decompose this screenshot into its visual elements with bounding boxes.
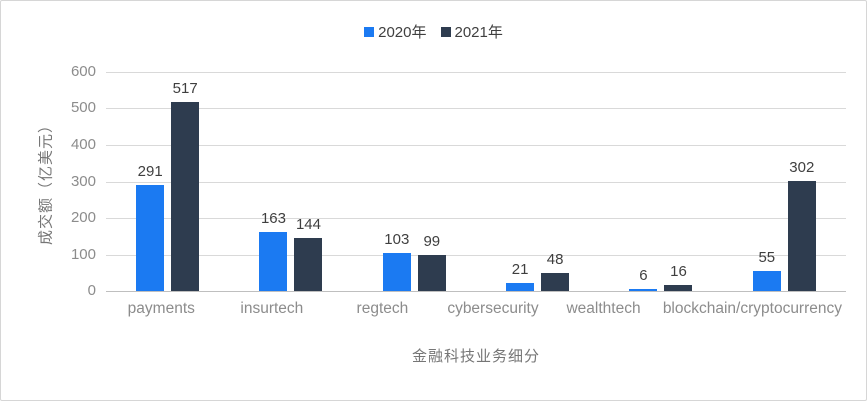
gridline bbox=[106, 217, 846, 219]
bar-value-label: 21 bbox=[511, 261, 529, 279]
bar-value-label: 517 bbox=[172, 80, 198, 98]
x-axis-title: 金融科技业务细分 bbox=[411, 348, 540, 365]
category-label: insurtech bbox=[240, 300, 304, 317]
legend-swatch-icon bbox=[440, 26, 451, 37]
bar-2020年: 55 bbox=[752, 249, 781, 291]
legend-item: 2020年 bbox=[364, 21, 427, 42]
category-label: payments bbox=[127, 300, 195, 317]
category-label: cybersecurity bbox=[447, 300, 539, 317]
bar-group: 103 99 bbox=[353, 72, 476, 291]
bar-group: 291 517 bbox=[106, 72, 229, 291]
bar-2021年: 144 bbox=[294, 216, 323, 291]
gridline bbox=[106, 144, 846, 146]
bar-2021年: 517 bbox=[171, 80, 200, 291]
category-label: wealthtech bbox=[566, 300, 641, 317]
gridline bbox=[106, 72, 846, 73]
bar-2021年: 16 bbox=[664, 263, 693, 291]
gridline bbox=[106, 254, 846, 256]
gridline bbox=[106, 181, 846, 183]
y-tick-label: 500 bbox=[70, 99, 96, 117]
y-tick-label: 300 bbox=[70, 172, 96, 190]
bar-2020年: 163 bbox=[259, 210, 288, 291]
bar-value-label: 6 bbox=[639, 266, 648, 284]
legend-item: 2021年 bbox=[440, 21, 503, 42]
bar-value-label: 16 bbox=[670, 263, 687, 281]
category-label: blockchain/cryptocurrency bbox=[662, 300, 843, 317]
bar-value-label: 99 bbox=[423, 232, 441, 250]
bar-value-label: 55 bbox=[758, 248, 776, 266]
bar-2021年: 99 bbox=[417, 233, 446, 291]
bar-group: 6 16 bbox=[599, 72, 722, 291]
bar-2020年: 6 bbox=[629, 267, 658, 291]
bar-groups: 291 517 163 144 103 99 21 48 6 16 55 302 bbox=[106, 72, 846, 291]
x-axis-line bbox=[106, 291, 846, 292]
bar-2020年: 21 bbox=[506, 261, 535, 291]
bar-2020年: 291 bbox=[136, 163, 165, 291]
bar-group: 55 302 bbox=[723, 72, 846, 291]
y-tick-label: 400 bbox=[70, 135, 96, 153]
y-tick-label: 100 bbox=[70, 245, 96, 263]
bar-value-label: 103 bbox=[384, 231, 410, 249]
y-tick-label: 200 bbox=[70, 208, 96, 226]
legend-label: 2020年 bbox=[378, 24, 427, 41]
gridline bbox=[106, 108, 846, 110]
bar-value-label: 291 bbox=[137, 162, 163, 180]
bar-2020年: 103 bbox=[382, 231, 411, 291]
y-tick-label: 0 bbox=[87, 282, 96, 299]
category-label: regtech bbox=[356, 300, 409, 317]
bar-value-label: 163 bbox=[260, 209, 286, 227]
legend-swatch-icon bbox=[364, 26, 375, 37]
bar-group: 163 144 bbox=[229, 72, 352, 291]
category-labels: payments insurtech regtech cybersecurity wea… bbox=[106, 299, 846, 318]
bar-value-label: 144 bbox=[295, 216, 321, 234]
bar-2021年: 48 bbox=[541, 251, 570, 291]
bar-group: 21 48 bbox=[476, 72, 599, 291]
bar-value-label: 302 bbox=[789, 158, 815, 176]
plot-area: 291 517 163 144 103 99 21 48 6 16 55 302 bbox=[106, 72, 846, 292]
bar-value-label: 48 bbox=[546, 251, 564, 269]
legend-label: 2021年 bbox=[454, 24, 503, 41]
bar-2021年: 302 bbox=[787, 159, 816, 291]
legend: 2020年 2021年 bbox=[1, 21, 866, 42]
y-tick-labels: 0 100 200 300 400 500 600 bbox=[1, 63, 96, 299]
y-tick-label: 600 bbox=[70, 63, 96, 80]
